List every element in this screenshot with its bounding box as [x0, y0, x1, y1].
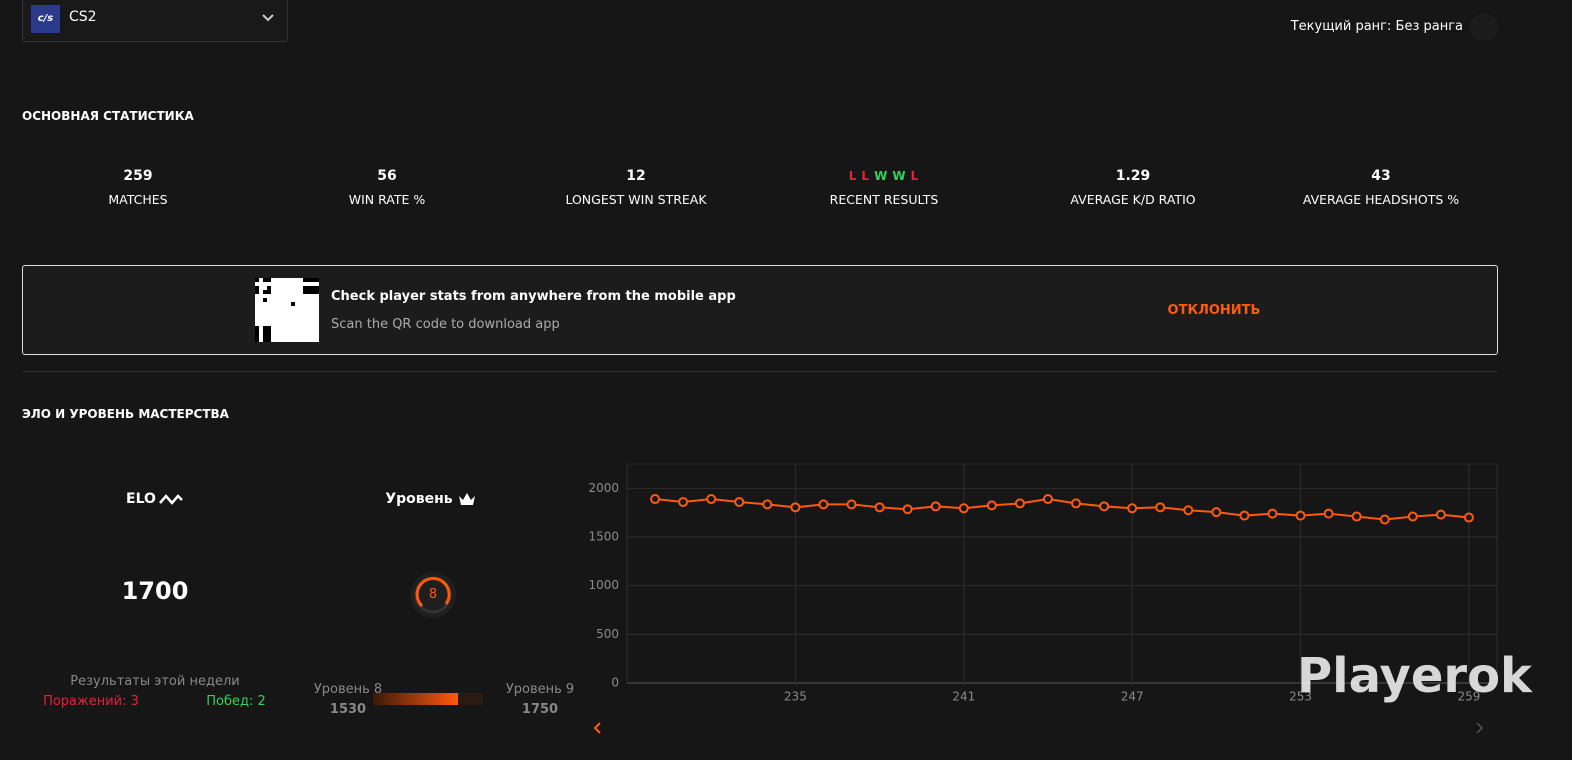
- section-title: ОСНОВНАЯ СТАТИСТИКА: [22, 109, 194, 123]
- level-gauge: [410, 572, 456, 618]
- point: [1267, 508, 1278, 519]
- stat-label: AVERAGE HEADSHOTS %: [1302, 192, 1460, 207]
- divider: [22, 371, 1498, 372]
- point: [1071, 498, 1082, 509]
- rank-icon: [1470, 13, 1498, 41]
- point: [930, 501, 941, 512]
- point: [650, 494, 661, 505]
- stat-label: MATCHES: [108, 192, 168, 207]
- y-tick-label: 0: [611, 676, 619, 690]
- progress-fill: [373, 693, 458, 705]
- x-tick-label: 247: [1121, 690, 1144, 704]
- point: [1127, 503, 1138, 514]
- wins: Побед: 2: [206, 694, 266, 709]
- point: [818, 499, 829, 510]
- result: W: [892, 169, 907, 183]
- banner: Check player stats from anywhere from th…: [22, 265, 1498, 355]
- point: [1239, 510, 1250, 521]
- stat-value: 12: [626, 168, 646, 184]
- point: [1295, 510, 1306, 521]
- point: [1099, 501, 1110, 512]
- losses: Поражений: 3: [43, 694, 139, 709]
- stat-value: 43: [1371, 168, 1391, 184]
- section-title: ЭЛО И УРОВЕНЬ МАСТЕРСТВА: [22, 407, 229, 421]
- x-tick-label: 259: [1457, 690, 1480, 704]
- level-from-elo: 1530: [329, 702, 367, 717]
- level-label: Уровень: [385, 491, 453, 507]
- result: L: [848, 169, 858, 183]
- stat-label: RECENT RESULTS: [829, 192, 939, 207]
- point: [1351, 511, 1362, 522]
- level-to: Уровень 9: [505, 682, 575, 697]
- point: [706, 494, 717, 505]
- point: [1463, 512, 1474, 523]
- elo-line: [654, 498, 1470, 521]
- y-tick-label: 2000: [588, 481, 619, 495]
- game-select[interactable]: c/s CS2: [22, 0, 288, 42]
- x-tick-label: 253: [1289, 690, 1312, 704]
- banner-title: Check player stats from anywhere from th…: [331, 289, 736, 304]
- point: [958, 503, 969, 514]
- x-tick-label: 235: [784, 690, 807, 704]
- qr-code: [255, 278, 319, 342]
- elo-value: 1700: [121, 577, 189, 605]
- chevron: [262, 14, 274, 22]
- point: [762, 499, 773, 510]
- game-name: CS2: [69, 9, 97, 25]
- stat-label: LONGEST WIN STREAK: [565, 192, 707, 207]
- point: [1014, 498, 1025, 509]
- point: [1042, 494, 1053, 505]
- rank: Текущий ранг: Без ранга: [1290, 19, 1463, 34]
- dismiss-button[interactable]: ОТКЛОНИТЬ: [1167, 303, 1261, 318]
- point: [1211, 507, 1222, 518]
- stat-label: WIN RATE %: [348, 192, 426, 207]
- game-icon: c/s: [31, 5, 60, 33]
- level-from: Уровень 8: [313, 682, 383, 697]
- point: [790, 502, 801, 513]
- level-to-elo: 1750: [521, 702, 559, 717]
- point: [1155, 502, 1166, 513]
- watermark: Playerok: [1297, 648, 1532, 704]
- banner-subtitle: Scan the QR code to download app: [331, 317, 560, 332]
- point: [1183, 505, 1194, 516]
- stat-value: 259: [123, 168, 153, 184]
- y-tick-label: 500: [596, 627, 619, 641]
- point: [734, 496, 745, 507]
- point: [986, 500, 997, 511]
- point: [1407, 511, 1418, 522]
- stat-label: AVERAGE K/D RATIO: [1070, 192, 1196, 207]
- prev-arrow[interactable]: [593, 722, 601, 734]
- week-title: Результаты этой недели: [70, 674, 240, 689]
- point: [846, 499, 857, 510]
- level-value: 8: [428, 587, 438, 602]
- point: [1323, 508, 1334, 519]
- stat-value: 56: [377, 168, 397, 184]
- result: L: [910, 169, 920, 183]
- point: [678, 496, 689, 507]
- elo-icon: [159, 494, 183, 505]
- crown-icon: [459, 493, 475, 505]
- stat-value: 1.29: [1115, 168, 1151, 184]
- elo-label: ELO: [126, 491, 156, 507]
- progress-track: [373, 693, 483, 705]
- y-tick-label: 1500: [588, 530, 619, 544]
- point: [902, 504, 913, 515]
- y-tick-label: 1000: [588, 578, 619, 592]
- chart: 0 500 1000 1500 2000 235 241 247 253 259: [588, 463, 1498, 734]
- next-arrow[interactable]: [1476, 722, 1484, 734]
- result: W: [874, 169, 889, 183]
- point: [874, 502, 885, 513]
- result: L: [861, 169, 871, 183]
- x-tick-label: 241: [952, 690, 975, 704]
- point: [1435, 509, 1446, 520]
- point: [1379, 514, 1390, 525]
